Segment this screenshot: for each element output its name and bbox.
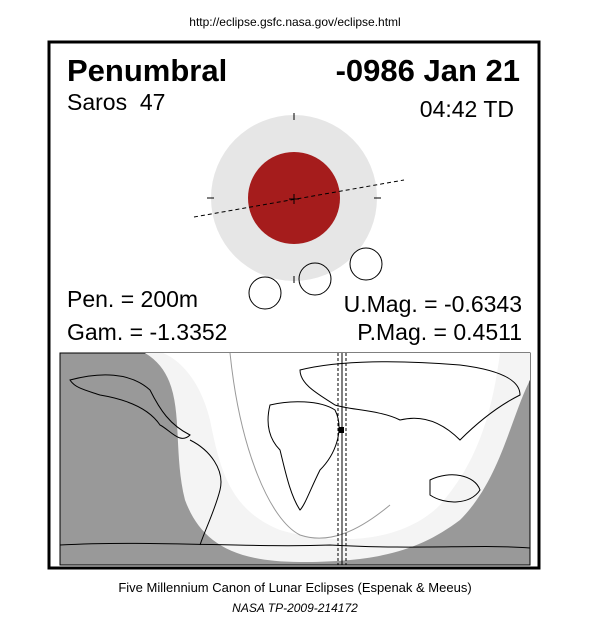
coastline (267, 401, 340, 511)
eclipse-type: Penumbral (67, 53, 227, 88)
penumbral-magnitude: P.Mag. = 0.4511 (357, 319, 522, 345)
saros: Saros 47 (67, 89, 165, 115)
time: 04:42 TD (420, 96, 514, 122)
canon-title: Five Millennium Canon of Lunar Eclipses … (118, 580, 471, 595)
eclipse-date: -0986 Jan 21 (336, 53, 520, 88)
moon-position (298, 262, 332, 296)
coastline (69, 374, 191, 439)
reference: NASA TP-2009-214172 (232, 601, 358, 615)
coastline (429, 474, 481, 503)
sub-lunar-point (339, 427, 344, 433)
coastline (189, 439, 222, 546)
umbral-magnitude: U.Mag. = -0.6343 (344, 291, 522, 317)
coastline (59, 542, 531, 549)
moon-position (248, 276, 282, 310)
pen-duration: Pen. = 200m (67, 286, 198, 312)
source-url: http://eclipse.gsfc.nasa.gov/eclipse.htm… (189, 15, 400, 29)
gamma: Gam. = -1.3352 (67, 319, 227, 345)
full-visibility (163, 353, 500, 540)
moon-position (349, 247, 383, 281)
map (59, 352, 531, 566)
contact-curve (229, 352, 391, 539)
